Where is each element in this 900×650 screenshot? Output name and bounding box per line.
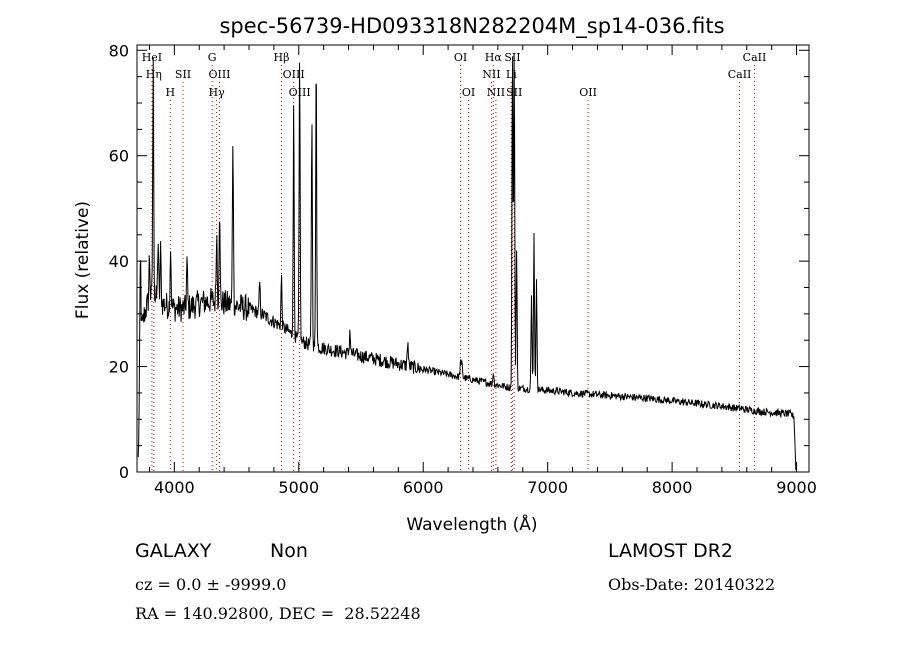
line-marker-label-14: NII bbox=[482, 68, 500, 81]
x-tick-label-6000: 6000 bbox=[403, 478, 444, 497]
object-subclass: Non bbox=[270, 540, 308, 562]
x-tick-label-8000: 8000 bbox=[652, 478, 693, 497]
x-axis-label: Wavelength (Å) bbox=[406, 513, 537, 535]
redshift-cz: cz = 0.0 ± -9999.0 bbox=[135, 575, 287, 594]
y-tick-label-60: 60 bbox=[109, 147, 129, 166]
line-marker-label-16: NII bbox=[487, 86, 505, 99]
y-tick-label-40: 40 bbox=[109, 252, 129, 271]
y-tick-label-20: 20 bbox=[109, 358, 129, 377]
x-tick-label-4000: 4000 bbox=[154, 478, 195, 497]
line-marker-label-6: Hγ bbox=[209, 86, 226, 99]
line-marker-label-10: OI bbox=[454, 51, 467, 64]
line-marker-label-11: OI bbox=[462, 86, 475, 99]
observation-date: Obs-Date: 20140322 bbox=[608, 575, 776, 594]
line-marker-label-19: CaII bbox=[743, 51, 767, 64]
chart-title: spec-56739-HD093318N282204M_sp14-036.fit… bbox=[219, 14, 724, 39]
x-tick-label-5000: 5000 bbox=[278, 478, 319, 497]
y-axis-label: Flux (relative) bbox=[73, 201, 93, 319]
line-marker-label-20: CaII bbox=[728, 68, 752, 81]
line-marker-label-8: OIII bbox=[283, 68, 305, 81]
coordinates: RA = 140.92800, DEC = 28.52248 bbox=[135, 604, 421, 623]
spectrum-line bbox=[137, 56, 797, 470]
survey-name: LAMOST DR2 bbox=[608, 540, 733, 562]
y-tick-label-80: 80 bbox=[109, 41, 129, 60]
line-marker-label-4: G bbox=[208, 51, 217, 64]
line-marker-label-18: OII bbox=[579, 86, 597, 99]
y-axis-ticks: 0 20 40 60 80 bbox=[109, 41, 809, 482]
line-marker-label-5: OIII bbox=[208, 68, 230, 81]
y-tick-label-0: 0 bbox=[119, 463, 129, 482]
x-tick-label-7000: 7000 bbox=[527, 478, 568, 497]
plot-frame bbox=[136, 44, 810, 473]
line-marker-label-1: Hη bbox=[146, 68, 162, 81]
line-marker-label-15: Li bbox=[506, 68, 517, 81]
x-tick-label-9000: 9000 bbox=[776, 478, 817, 497]
line-marker-label-7: Hβ bbox=[274, 51, 290, 64]
spectrum-trace bbox=[137, 56, 797, 470]
line-marker-label-2: SII bbox=[175, 68, 191, 81]
line-marker-label-12: Hα bbox=[485, 51, 503, 64]
x-axis-ticks: 4000 5000 6000 7000 8000 9000 bbox=[148, 45, 817, 497]
line-marker-label-0: HeI bbox=[142, 51, 162, 64]
line-marker-label-3: H bbox=[166, 86, 176, 99]
object-class: GALAXY bbox=[135, 540, 212, 562]
